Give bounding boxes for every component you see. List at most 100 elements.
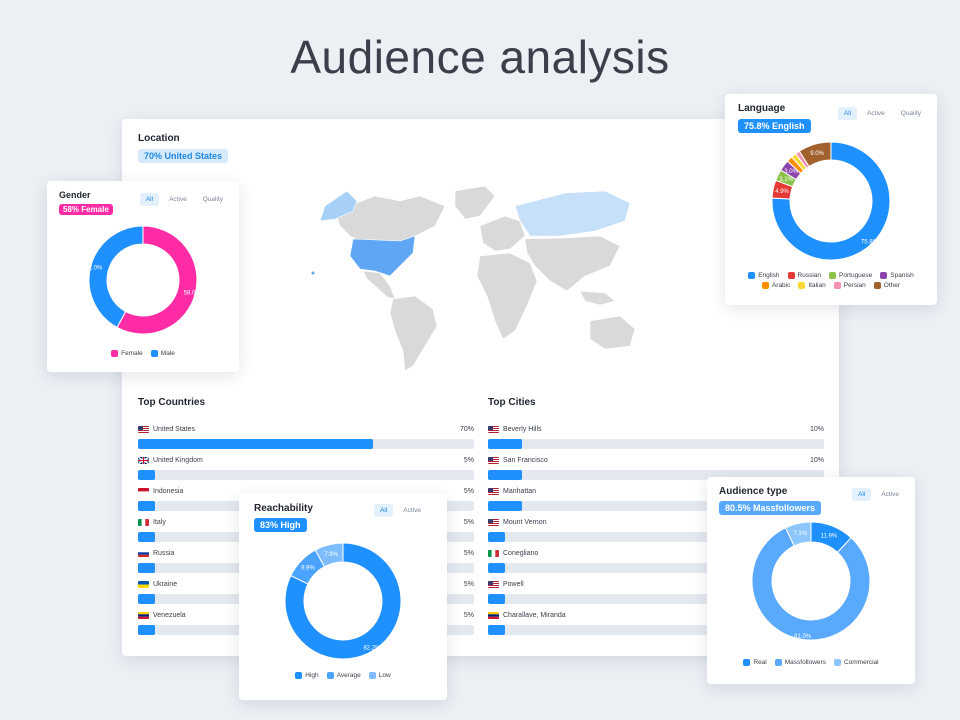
- legend-item-massfollowers[interactable]: Massfollowers: [774, 659, 826, 666]
- language-donut-chart: 75.8% 4.9% 3.1% 3.0% 9.0%: [771, 141, 891, 261]
- legend-label: English: [758, 272, 780, 279]
- legend-item-low[interactable]: Low: [368, 672, 391, 679]
- cities-bar-fill: [488, 563, 505, 573]
- language-badge: 75.8% English: [738, 119, 811, 133]
- cities-bar-track: [488, 625, 824, 635]
- cities-name: Conegliano: [503, 549, 539, 557]
- flag-us-icon: [488, 456, 499, 464]
- countries-percent: 5%: [463, 611, 474, 619]
- flag-us-icon: [488, 518, 499, 526]
- legend-item-commercial[interactable]: Commercial: [833, 659, 879, 666]
- donut-label: 9.9%: [301, 565, 315, 571]
- legend-label: Average: [336, 672, 361, 679]
- countries-bar-fill: [138, 501, 155, 511]
- legend-item-persian[interactable]: Persian: [833, 282, 866, 289]
- tab-quality[interactable]: Quality: [202, 196, 223, 203]
- countries-bar-fill: [138, 563, 155, 573]
- legend-label: Commercial: [843, 659, 879, 666]
- reachability-donut-chart: 82.2% 9.9% 7.9%: [284, 542, 402, 660]
- legend-label: Russian: [797, 272, 822, 279]
- donut-slice-male[interactable]: [88, 225, 144, 329]
- legend-label: Spanish: [890, 272, 914, 279]
- cities-bar-fill: [488, 470, 522, 480]
- audience-type-badge: 80.5% Massfollowers: [719, 501, 822, 515]
- tab-all[interactable]: All: [837, 107, 858, 120]
- tab-active[interactable]: Active: [881, 491, 899, 498]
- countries-bar-fill: [138, 470, 155, 480]
- cities-name: Mount Vernon: [503, 518, 547, 526]
- cities-bar-track: [488, 594, 824, 604]
- map-africa: [476, 252, 538, 340]
- donut-label: 7.1%: [793, 531, 807, 537]
- tab-all[interactable]: All: [374, 504, 394, 517]
- tab-quality[interactable]: Quality: [900, 110, 921, 117]
- legend-label: Male: [160, 350, 175, 357]
- gender-legend: Female Male: [47, 350, 239, 357]
- legend-label: Real: [753, 659, 767, 666]
- flag-uk-icon: [138, 456, 149, 464]
- tab-all[interactable]: All: [852, 488, 872, 501]
- tab-active[interactable]: Active: [169, 196, 187, 203]
- legend-item-real[interactable]: Real: [743, 659, 767, 666]
- legend-item-high[interactable]: High: [295, 672, 319, 679]
- legend-item-arabic[interactable]: Arabic: [761, 282, 790, 289]
- countries-bar-fill: [138, 532, 155, 542]
- audience-type-tabs: All Active: [852, 488, 905, 501]
- gender-donut-chart: 58.0% 42.0%: [85, 225, 202, 335]
- legend-swatch: [833, 282, 841, 289]
- legend-item-spanish[interactable]: Spanish: [880, 272, 914, 279]
- legend-swatch: [111, 350, 119, 357]
- donut-slice-female[interactable]: [116, 225, 198, 335]
- flag-ve-icon: [138, 611, 149, 619]
- tab-all[interactable]: All: [139, 193, 160, 206]
- legend-label: Massfollowers: [784, 659, 826, 666]
- tab-active[interactable]: Active: [867, 110, 885, 117]
- reachability-legend: High Average Low: [239, 672, 447, 679]
- legend-item-english[interactable]: English: [748, 272, 780, 279]
- language-title: Language: [738, 103, 786, 114]
- cities-percent: 10%: [809, 456, 824, 464]
- tab-active[interactable]: Active: [403, 507, 421, 514]
- audience-type-card: Audience type 80.5% Massfollowers All Act…: [707, 477, 915, 684]
- legend-item-other[interactable]: Other: [873, 282, 900, 289]
- flag-id-icon: [138, 487, 149, 495]
- language-card: Language 75.8% English All Active Quality …: [725, 94, 937, 305]
- legend-item-portuguese[interactable]: Portuguese: [829, 272, 872, 279]
- legend-item-male[interactable]: Male: [150, 350, 175, 357]
- cities-name: Manhattan: [503, 487, 537, 495]
- legend-item-average[interactable]: Average: [326, 672, 361, 679]
- countries-row: United States 70%: [138, 424, 474, 449]
- legend-swatch: [761, 282, 769, 289]
- page-title: Audience analysis: [290, 31, 670, 83]
- cities-bar-track: [488, 501, 824, 511]
- donut-slice-english[interactable]: [771, 141, 891, 261]
- cities-name: Powell: [503, 580, 524, 588]
- legend-swatch: [833, 659, 841, 666]
- legend-swatch: [829, 272, 837, 279]
- donut-slice-massfollowers[interactable]: [751, 527, 871, 641]
- cities-bar-fill: [488, 501, 522, 511]
- flag-us-icon: [488, 580, 499, 588]
- cities-bar-track: [488, 439, 824, 449]
- reachability-tabs: All Active: [374, 504, 427, 517]
- cities-bar-track: [488, 532, 824, 542]
- donut-label: 4.9%: [775, 189, 789, 195]
- map-alaska: [319, 190, 358, 222]
- donut-slice-commercial[interactable]: [784, 521, 812, 547]
- map-russia: [514, 190, 631, 237]
- donut-slice-other[interactable]: [798, 141, 832, 168]
- donut-slice-low[interactable]: [314, 542, 344, 568]
- map-south-america: [389, 295, 438, 372]
- countries-percent: 5%: [463, 456, 474, 464]
- donut-label: 11.9%: [821, 533, 838, 539]
- legend-item-italian[interactable]: Italian: [798, 282, 826, 289]
- countries-bar-fill: [138, 439, 374, 449]
- legend-item-female[interactable]: Female: [111, 350, 143, 357]
- world-map[interactable]: [305, 181, 645, 381]
- donut-label: 58.0%: [184, 291, 202, 297]
- legend-item-russian[interactable]: Russian: [787, 272, 822, 279]
- donut-slice-high[interactable]: [284, 542, 402, 660]
- cities-bar-fill: [488, 594, 505, 604]
- countries-row: United Kingdom 5%: [138, 455, 474, 480]
- legend-label: Persian: [843, 282, 866, 289]
